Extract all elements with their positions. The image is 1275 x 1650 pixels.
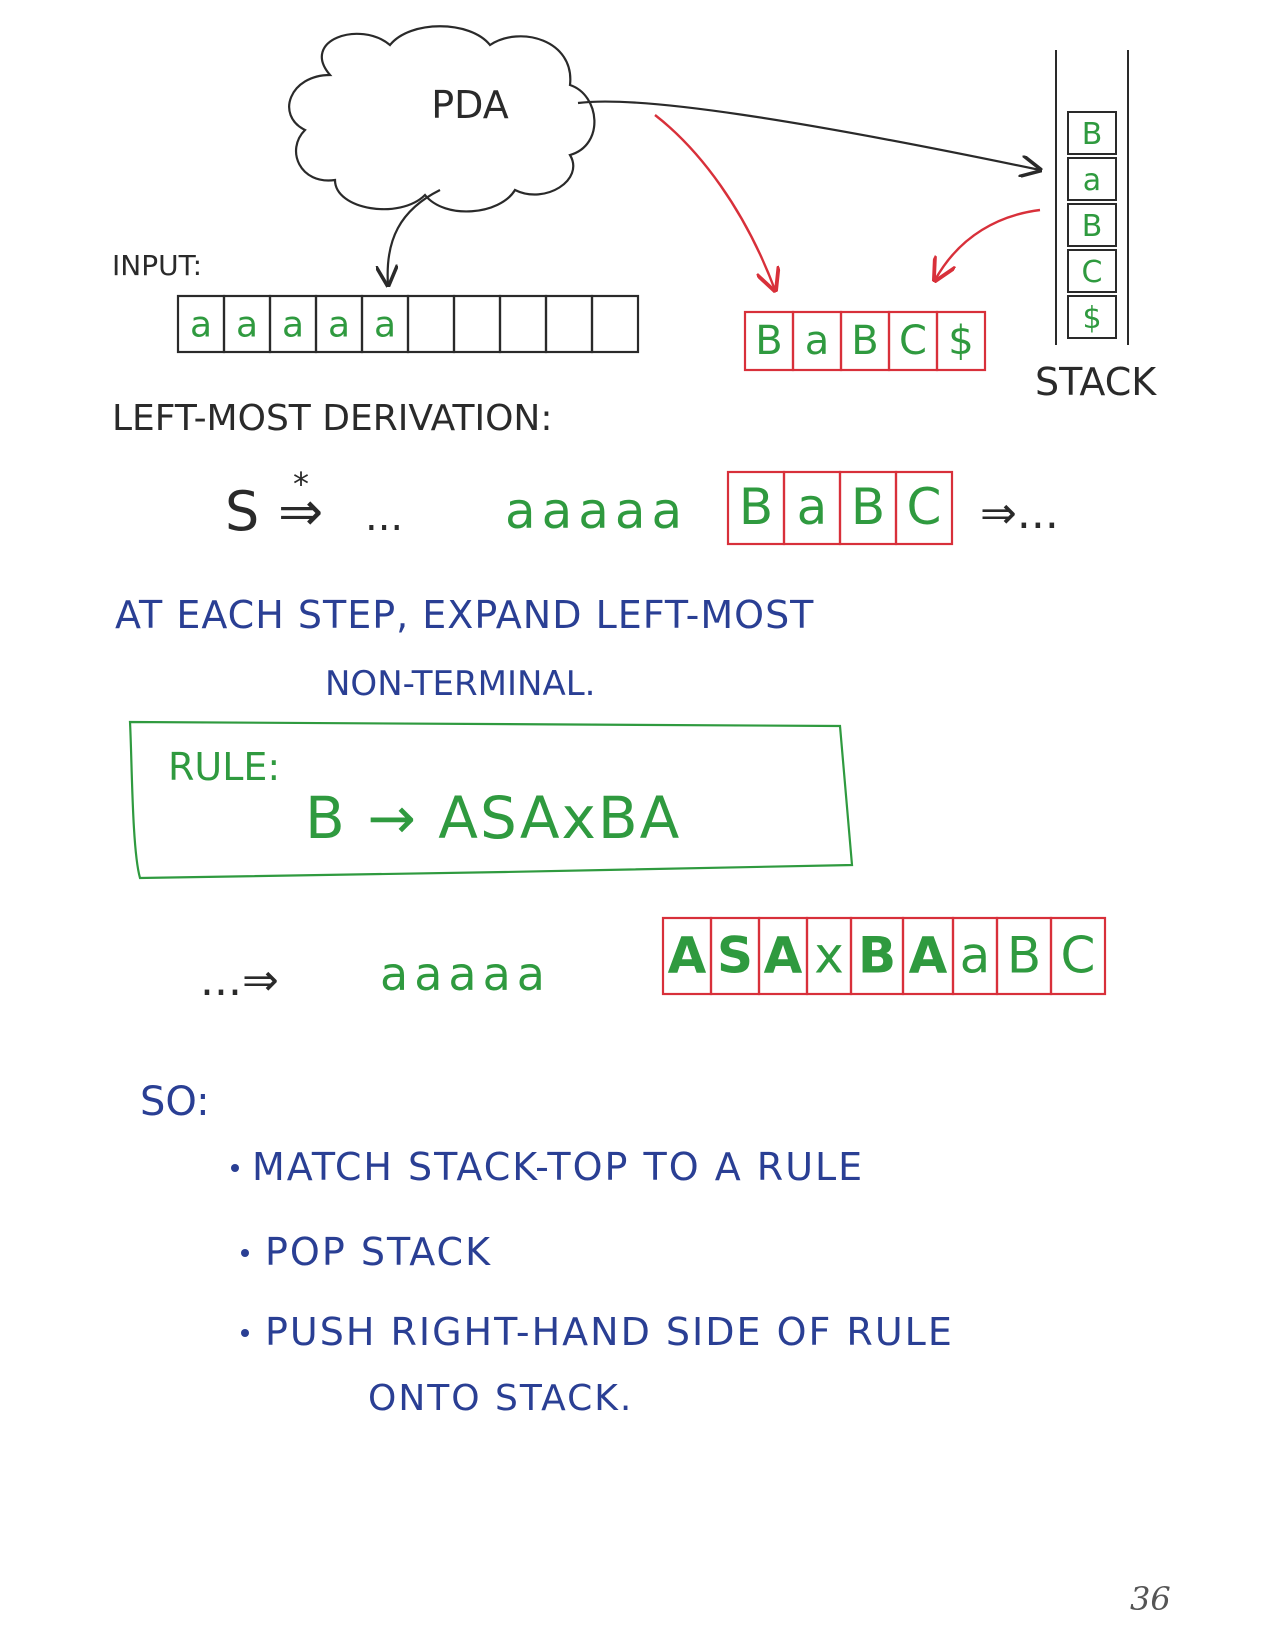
derivation-heading: LEFT-MOST DERIVATION: <box>112 398 553 439</box>
result-cell-symbol: C <box>1061 927 1096 985</box>
input-cell <box>590 294 640 354</box>
result-cell-symbol: S <box>717 927 753 985</box>
explanation-line2: NON-TERMINAL. <box>325 664 595 704</box>
rule-text: B → ASAxBA <box>305 784 681 852</box>
result-prefix: ...⇒ <box>200 955 279 1006</box>
result-cell-symbol: B <box>1007 927 1041 985</box>
derivation-cell-symbol: a <box>797 478 828 536</box>
stack-cell <box>1067 111 1117 155</box>
input-cell-symbol: a <box>282 304 304 345</box>
input-cell-symbol: a <box>374 304 396 345</box>
stack-label: STACK <box>1035 360 1157 404</box>
bullet-list: MATCH STACK-TOP TO A RULE POP STACK PUSH… <box>231 1145 954 1419</box>
stack-copy-symbol: B <box>851 318 878 364</box>
result-cell-symbol: A <box>909 927 948 985</box>
input-cell <box>544 294 594 354</box>
bullet-dot <box>241 1329 249 1337</box>
stack-cell-symbol: $ <box>1082 301 1101 336</box>
explanation-line1: AT EACH STEP, EXPAND LEFT-MOST <box>115 593 814 637</box>
stack-copy-cell <box>935 310 987 372</box>
input-cell-symbol: a <box>190 304 212 345</box>
stack-copy-symbol: B <box>755 318 782 364</box>
input-cell <box>452 294 502 354</box>
derivation-terminals: aaaaa <box>505 482 688 540</box>
result-cell-symbol: a <box>960 927 991 985</box>
stack-cell-symbol: B <box>1082 117 1103 152</box>
derivation-arrow: ⇒ <box>278 480 323 543</box>
rule-box-outline <box>128 720 854 880</box>
bullet-3: PUSH RIGHT-HAND SIDE OF RULE <box>265 1310 954 1354</box>
derivation-cell-symbol: B <box>739 478 773 536</box>
bullet-3-continuation: ONTO STACK. <box>368 1378 633 1419</box>
result-cell <box>1049 916 1107 996</box>
bullet-1: MATCH STACK-TOP TO A RULE <box>252 1145 864 1189</box>
stack-copy-symbol: a <box>805 318 830 364</box>
stack-copy-symbol: C <box>899 318 927 364</box>
bullet-dot <box>241 1249 249 1257</box>
stack-cell <box>1067 203 1117 247</box>
so-label: SO: <box>140 1079 210 1125</box>
result-terminals: aaaaa <box>380 947 551 1001</box>
stack-cell <box>1067 249 1117 293</box>
rule-box: RULE: B → ASAxBA <box>128 720 854 880</box>
stack-cell-symbol: B <box>1082 209 1103 244</box>
rule-label: RULE: <box>168 745 280 789</box>
arrow-pda-to-stack-copy-red <box>654 114 775 290</box>
input-cell-symbol: a <box>236 304 258 345</box>
stack-cell <box>1067 157 1117 201</box>
derivation-tail: ⇒... <box>980 488 1059 539</box>
derivation-ellipsis: ... <box>365 494 403 540</box>
input-label: INPUT: <box>112 249 202 282</box>
input-cell <box>406 294 456 354</box>
stack-cell-symbol: a <box>1083 163 1101 198</box>
arrow-pda-to-input <box>388 189 441 285</box>
bullet-dot <box>231 1164 239 1172</box>
result-cell-symbol: B <box>858 927 896 985</box>
arrow-stack-to-copy-red <box>935 208 1041 280</box>
derivation-cell-symbol: B <box>851 478 885 536</box>
bullet-2: POP STACK <box>265 1230 492 1274</box>
arrow-pda-to-stack <box>577 100 1040 170</box>
cloud-outline <box>288 25 596 213</box>
stack-cell <box>1067 295 1117 339</box>
stack-cell-symbol: C <box>1082 255 1103 290</box>
derivation-cell <box>894 470 954 546</box>
page-number: 36 <box>1130 1580 1171 1618</box>
pda-cloud: PDA <box>288 25 596 213</box>
input-cell-symbol: a <box>328 304 350 345</box>
result-cell-symbol: A <box>668 927 707 985</box>
stack-copy-symbol: $ <box>948 318 973 364</box>
result-cell-symbol: A <box>764 927 803 985</box>
derivation-start: S <box>225 480 259 543</box>
input-cell <box>498 294 548 354</box>
pda-label: PDA <box>431 83 509 127</box>
derivation-star: * <box>293 465 309 503</box>
derivation-cell-symbol: C <box>907 478 942 536</box>
result-cell-symbol: x <box>814 927 844 985</box>
